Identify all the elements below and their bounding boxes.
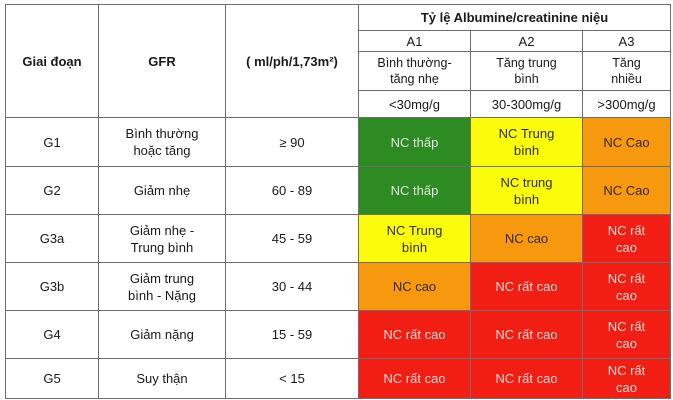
stage-desc-cell: Giảm nhẹ - Trung bình: [98, 214, 226, 263]
category-range: >300mg/g: [582, 90, 671, 118]
risk-cell: NC Trung bình: [470, 117, 583, 167]
category-code: A3: [582, 30, 671, 52]
table-row: G2 Giảm nhẹ 60 - 89 NC thấp NC trung bình NC C…: [5, 166, 671, 215]
category-range: <30mg/g: [358, 90, 471, 118]
risk-cell: NC trung bình: [470, 166, 583, 215]
stage-desc-cell: Bình thường hoặc tăng: [98, 117, 226, 167]
gfr-range-cell: 45 - 59: [225, 214, 359, 263]
table-row: G5 Suy thận < 15 NC rất cao NC rất cao NC rất…: [5, 358, 671, 399]
category-code: A2: [470, 30, 583, 52]
table-row: G3a Giảm nhẹ - Trung bình 45 - 59 NC Trung bì…: [5, 214, 671, 263]
category-range: 30-300mg/g: [470, 90, 583, 118]
risk-cell: NC rất cao: [358, 310, 471, 359]
unit-header: ( ml/ph/1,73m²): [225, 4, 359, 118]
table-row: G1 Bình thường hoặc tăng ≥ 90 NC thấp NC Trun…: [5, 117, 671, 167]
gfr-range-cell: ≥ 90: [225, 117, 359, 167]
gfr-header: GFR: [98, 4, 226, 118]
risk-cell: NC rất cao: [470, 262, 583, 311]
gfr-range-cell: 30 - 44: [225, 262, 359, 311]
table-row: G3b Giảm trung bình - Nặng 30 - 44 NC cao NC …: [5, 262, 671, 311]
risk-cell: NC rất cao: [582, 262, 671, 311]
stage-cell: G2: [5, 166, 99, 215]
stage-desc-cell: Giảm nặng: [98, 310, 226, 359]
stage-cell: G1: [5, 117, 99, 167]
risk-cell: NC Cao: [582, 166, 671, 215]
risk-cell: NC Cao: [582, 117, 671, 167]
category-code: A1: [358, 30, 471, 52]
risk-cell: NC cao: [358, 262, 471, 311]
stage-desc-cell: Giảm nhẹ: [98, 166, 226, 215]
table-row: G4 Giảm nặng 15 - 59 NC rất cao NC rất cao NC…: [5, 310, 671, 359]
risk-cell: NC rất cao: [470, 358, 583, 399]
risk-cell: NC rất cao: [470, 310, 583, 359]
category-desc: Tăng nhiều: [582, 51, 671, 91]
stage-cell: G5: [5, 358, 99, 399]
gfr-range-cell: < 15: [225, 358, 359, 399]
table-body: G1 Bình thường hoặc tăng ≥ 90 NC thấp NC Trun…: [5, 117, 671, 399]
risk-cell: NC rất cao: [582, 214, 671, 263]
category-desc: Tăng trung bình: [470, 51, 583, 91]
risk-cell: NC thấp: [358, 117, 471, 167]
header-row-title: Giai đoạn GFR ( ml/ph/1,73m²) Tỷ lệ Albu…: [5, 4, 671, 118]
header-row-desc: Bình thường-tăng nhẹ Tăng trung bình Tăng…: [6, 51, 671, 91]
risk-cell: NC rất cao: [582, 358, 671, 399]
risk-cell: NC rất cao: [358, 358, 471, 399]
ckd-risk-table: Giai đoạn GFR ( ml/ph/1,73m²) Tỷ lệ Albu…: [5, 4, 671, 399]
gfr-range-cell: 15 - 59: [225, 310, 359, 359]
risk-cell: NC rất cao: [582, 310, 671, 359]
risk-table-container: Giai đoạn GFR ( ml/ph/1,73m²) Tỷ lệ Albu…: [5, 4, 671, 399]
category-desc: Bình thường-tăng nhẹ: [358, 51, 471, 91]
risk-cell: NC thấp: [358, 166, 471, 215]
stage-desc-cell: Suy thận: [98, 358, 226, 399]
stage-cell: G3a: [5, 214, 99, 263]
ratio-title-header: Tỷ lệ Albumine/creatinine niệu: [358, 4, 671, 31]
gfr-range-cell: 60 - 89: [225, 166, 359, 215]
stage-header: Giai đoạn: [5, 4, 99, 118]
stage-desc-cell: Giảm trung bình - Nặng: [98, 262, 226, 311]
stage-cell: G4: [5, 310, 99, 359]
risk-cell: NC cao: [470, 214, 583, 263]
risk-cell: NC Trung bình: [358, 214, 471, 263]
stage-cell: G3b: [5, 262, 99, 311]
